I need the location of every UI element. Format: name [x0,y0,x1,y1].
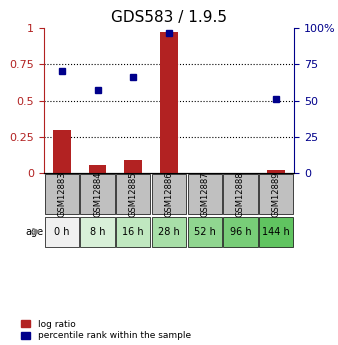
Text: GSM12884: GSM12884 [93,171,102,217]
Text: GSM12883: GSM12883 [57,171,66,217]
FancyBboxPatch shape [152,217,186,247]
Title: GDS583 / 1.9.5: GDS583 / 1.9.5 [111,10,227,25]
Text: GSM12889: GSM12889 [272,171,281,217]
FancyBboxPatch shape [80,217,115,247]
FancyBboxPatch shape [116,174,150,214]
Bar [124,160,142,174]
Bar [53,130,71,174]
FancyBboxPatch shape [45,217,79,247]
Text: GSM12888: GSM12888 [236,171,245,217]
Text: 96 h: 96 h [230,227,251,237]
Text: 144 h: 144 h [262,227,290,237]
Bar [89,165,106,174]
Text: 52 h: 52 h [194,227,216,237]
FancyBboxPatch shape [188,217,222,247]
FancyBboxPatch shape [45,174,79,214]
FancyBboxPatch shape [223,217,258,247]
Text: GSM12885: GSM12885 [129,171,138,217]
Text: 8 h: 8 h [90,227,105,237]
FancyBboxPatch shape [259,174,293,214]
Legend: log ratio, percentile rank within the sample: log ratio, percentile rank within the sa… [21,320,191,341]
Text: 28 h: 28 h [158,227,180,237]
FancyBboxPatch shape [152,174,186,214]
FancyBboxPatch shape [188,174,222,214]
Text: age: age [26,227,44,237]
Text: 16 h: 16 h [122,227,144,237]
Text: GSM12886: GSM12886 [165,171,173,217]
FancyBboxPatch shape [80,174,115,214]
Bar [267,170,285,174]
FancyBboxPatch shape [116,217,150,247]
Bar [160,32,178,174]
Text: 0 h: 0 h [54,227,70,237]
Text: GSM12887: GSM12887 [200,171,209,217]
FancyBboxPatch shape [223,174,258,214]
FancyBboxPatch shape [259,217,293,247]
